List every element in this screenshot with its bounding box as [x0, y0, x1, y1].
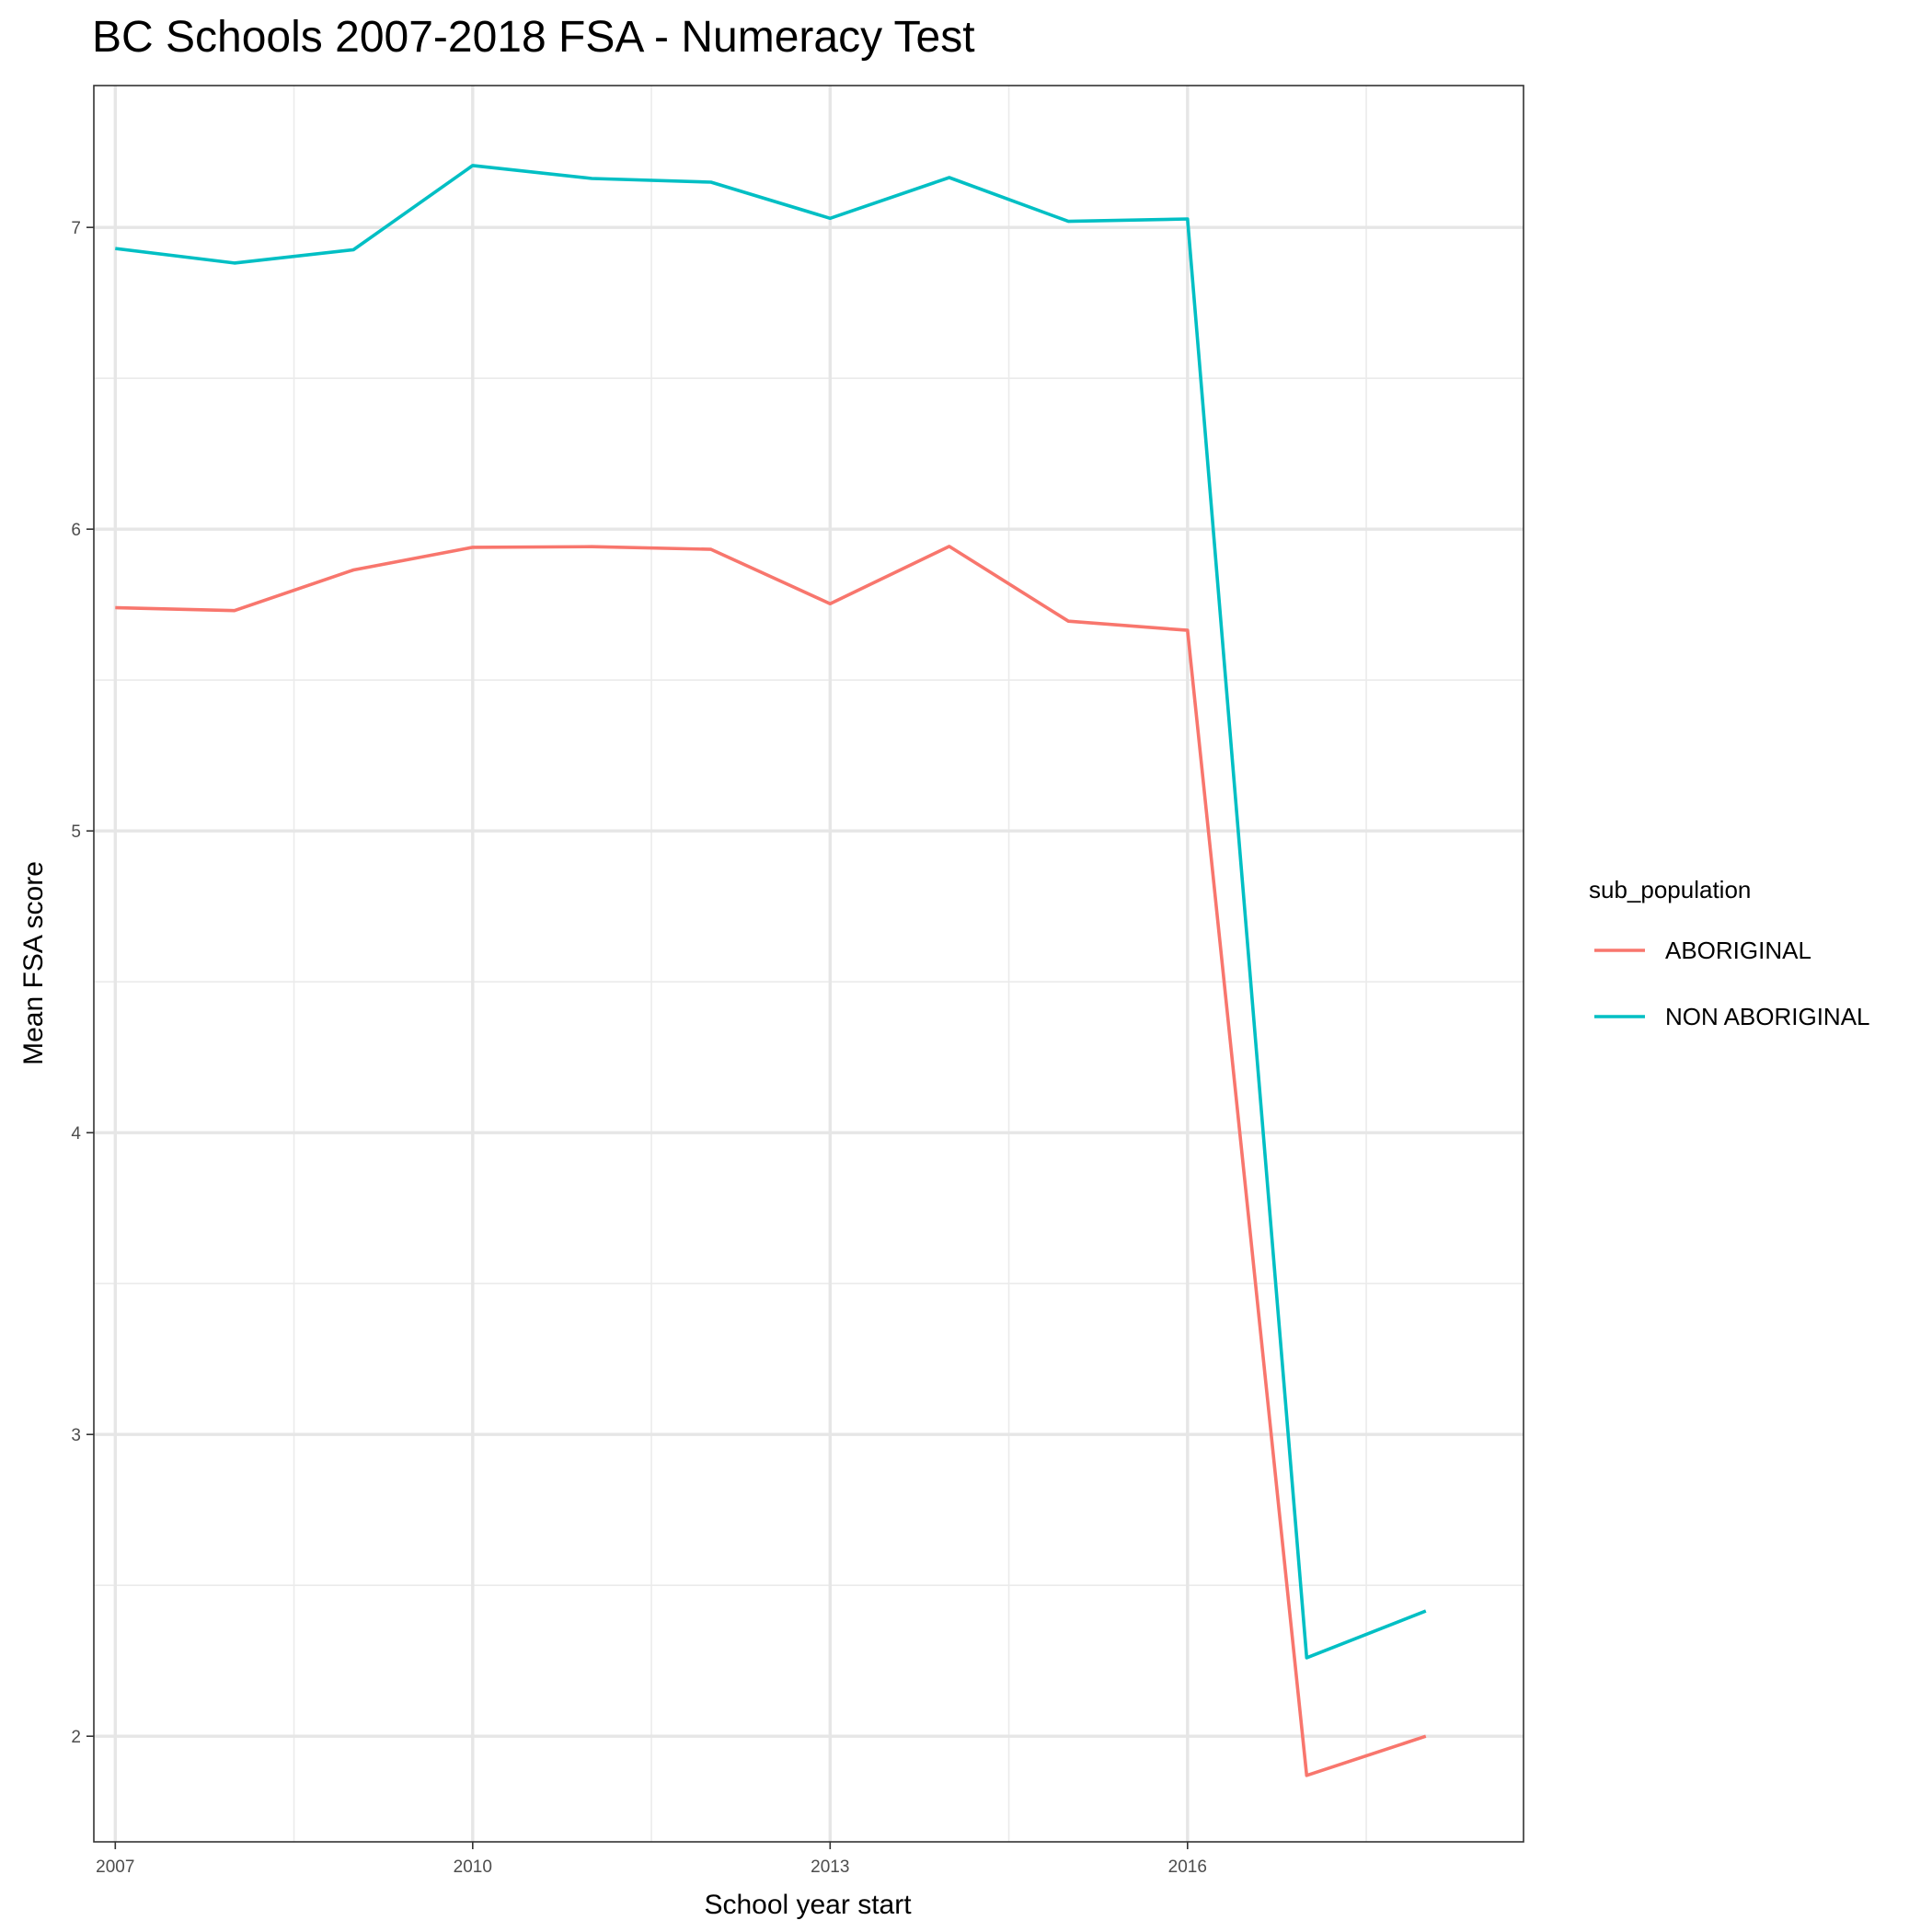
panel-background [94, 86, 1524, 1842]
legend: sub_population ABORIGINAL NON ABORIGINAL [1589, 876, 1870, 1030]
chart-title: BC Schools 2007-2018 FSA - Numeracy Test [92, 13, 975, 62]
minor-gridlines [94, 86, 1524, 1842]
x-tick-label: 2016 [1168, 1857, 1207, 1877]
x-tick-label: 2007 [96, 1857, 134, 1877]
y-tick-label: 3 [71, 1426, 81, 1445]
y-tick-label: 5 [71, 822, 81, 842]
legend-item-aboriginal: ABORIGINAL [1594, 937, 1811, 964]
x-axis-title: School year start [704, 1890, 912, 1920]
legend-label-aboriginal: ABORIGINAL [1665, 937, 1811, 964]
y-axis: 2 3 4 5 6 7 [71, 219, 94, 1747]
y-axis-title: Mean FSA score [18, 861, 49, 1065]
y-tick-label: 6 [71, 521, 81, 540]
legend-title: sub_population [1589, 876, 1751, 903]
series-lines [115, 164, 1427, 1777]
legend-item-non-aboriginal: NON ABORIGINAL [1594, 1003, 1870, 1030]
x-tick-label: 2010 [454, 1857, 492, 1877]
y-tick-label: 4 [71, 1124, 81, 1144]
major-gridlines [94, 86, 1524, 1842]
legend-items: ABORIGINAL NON ABORIGINAL [1594, 937, 1870, 1030]
series-line-aboriginal [115, 545, 1427, 1777]
x-axis: 2007 2010 2013 2016 [96, 1842, 1207, 1877]
legend-label-non-aboriginal: NON ABORIGINAL [1665, 1003, 1870, 1030]
series-line-non-aboriginal [115, 164, 1427, 1660]
panel-border [93, 85, 1524, 1843]
x-tick-label: 2013 [811, 1857, 849, 1877]
plot-panel [93, 85, 1524, 1843]
y-tick-label: 7 [71, 219, 81, 238]
y-tick-label: 2 [71, 1728, 81, 1747]
